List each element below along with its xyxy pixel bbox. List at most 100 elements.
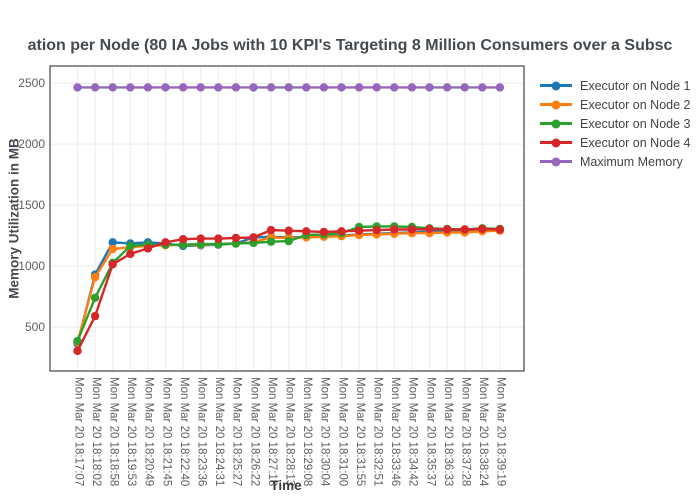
data-point[interactable] — [249, 83, 258, 92]
legend-dot-icon — [551, 138, 561, 147]
data-point[interactable] — [73, 83, 82, 92]
legend-item-2[interactable]: Executor on Node 2 — [540, 95, 691, 114]
legend-item-3[interactable]: Executor on Node 3 — [540, 114, 691, 133]
x-tick-label: Mon Mar 20 18:31:00 — [336, 377, 349, 487]
x-axis-title: Time — [270, 478, 302, 493]
legend-label: Maximum Memory — [580, 154, 683, 169]
data-point[interactable] — [214, 83, 223, 92]
data-point[interactable] — [284, 236, 293, 246]
y-tick-label: 1500 — [18, 198, 45, 213]
legend-dot-icon — [551, 157, 561, 166]
x-tick-label: Mon Mar 20 18:36:33 — [441, 377, 454, 487]
x-tick-label: Mon Mar 20 18:17:07 — [72, 377, 85, 487]
legend-dot-icon — [551, 100, 561, 109]
data-point[interactable] — [108, 83, 117, 92]
data-point[interactable] — [161, 83, 170, 92]
legend-line-marker-icon — [540, 157, 572, 166]
data-point[interactable] — [354, 83, 364, 92]
data-point[interactable] — [196, 234, 205, 243]
data-point[interactable] — [460, 225, 469, 234]
x-tick-label: Mon Mar 20 18:27:18 — [265, 377, 278, 487]
data-point[interactable] — [90, 83, 100, 92]
data-point[interactable] — [372, 83, 381, 92]
x-tick-label: Mon Mar 20 18:24:31 — [213, 377, 226, 487]
data-point[interactable] — [73, 346, 82, 356]
data-point[interactable] — [90, 293, 100, 302]
data-point[interactable] — [495, 83, 505, 92]
data-point[interactable] — [143, 244, 153, 253]
x-tick-label: Mon Mar 20 18:32:51 — [371, 377, 384, 487]
data-point[interactable] — [249, 233, 258, 242]
legend-line-marker-icon — [540, 138, 572, 147]
x-tick-label: Mon Mar 20 18:23:36 — [195, 377, 208, 487]
data-point[interactable] — [302, 227, 311, 236]
x-tick-label: Mon Mar 20 18:18:58 — [107, 377, 120, 487]
data-point[interactable] — [354, 226, 364, 235]
data-point[interactable] — [143, 83, 153, 92]
data-point[interactable] — [478, 224, 487, 234]
data-point[interactable] — [108, 238, 117, 247]
data-point[interactable] — [390, 83, 399, 92]
data-point[interactable] — [460, 83, 469, 92]
x-tick-label: Mon Mar 20 18:28:13 — [283, 377, 296, 487]
data-point[interactable] — [495, 225, 505, 234]
legend-label: Executor on Node 2 — [580, 97, 691, 112]
data-point[interactable] — [196, 83, 205, 92]
data-point[interactable] — [90, 311, 100, 321]
y-tick-label: 500 — [24, 320, 45, 335]
data-point[interactable] — [442, 225, 452, 234]
data-point[interactable] — [161, 238, 170, 247]
data-point[interactable] — [319, 83, 329, 92]
legend-label: Executor on Node 4 — [580, 135, 691, 150]
legend-line-marker-icon — [540, 119, 572, 128]
data-point[interactable] — [126, 83, 135, 92]
legend: Executor on Node 1 Executor on Node 2 Exec… — [540, 76, 691, 171]
x-tick-label: Mon Mar 20 18:20:49 — [142, 377, 155, 487]
legend-item-1[interactable]: Executor on Node 1 — [540, 76, 691, 95]
data-point[interactable] — [337, 83, 346, 92]
data-point[interactable] — [302, 83, 311, 92]
data-point[interactable] — [407, 83, 417, 92]
data-point[interactable] — [442, 83, 452, 92]
y-tick-label: 2500 — [18, 76, 45, 91]
data-point[interactable] — [266, 83, 276, 92]
data-point[interactable] — [108, 244, 117, 254]
data-point[interactable] — [425, 83, 434, 92]
x-tick-label: Mon Mar 20 18:33:46 — [389, 377, 402, 487]
data-point[interactable] — [266, 225, 276, 235]
data-point[interactable] — [337, 227, 346, 236]
data-point[interactable] — [231, 83, 241, 92]
data-point[interactable] — [178, 83, 188, 92]
legend-item-4[interactable]: Executor on Node 4 — [540, 133, 691, 152]
legend-label: Executor on Node 3 — [580, 116, 691, 131]
legend-line-marker-icon — [540, 100, 572, 109]
data-point[interactable] — [478, 83, 487, 92]
x-tick-label: Mon Mar 20 18:30:04 — [318, 377, 331, 487]
data-point[interactable] — [214, 234, 223, 243]
data-point[interactable] — [266, 237, 276, 246]
data-point[interactable] — [425, 224, 434, 234]
data-point[interactable] — [284, 226, 293, 235]
data-point[interactable] — [73, 336, 82, 346]
x-tick-label: Mon Mar 20 18:29:08 — [301, 377, 314, 487]
data-point[interactable] — [126, 241, 135, 251]
data-point[interactable] — [126, 249, 135, 259]
x-tick-label: Mon Mar 20 18:26:22 — [248, 377, 261, 487]
x-tick-label: Mon Mar 20 18:35:37 — [424, 377, 437, 487]
legend-dot-icon — [551, 119, 561, 128]
data-point[interactable] — [178, 235, 188, 244]
x-tick-label: Mon Mar 20 18:39:19 — [494, 377, 507, 487]
data-point[interactable] — [231, 233, 241, 243]
data-point[interactable] — [284, 83, 293, 92]
data-point[interactable] — [319, 227, 329, 237]
data-point[interactable] — [372, 225, 381, 235]
legend-item-5[interactable]: Maximum Memory — [540, 152, 691, 171]
x-tick-label: Mon Mar 20 18:19:53 — [125, 377, 138, 487]
data-point[interactable] — [108, 260, 117, 269]
data-point[interactable] — [407, 225, 417, 234]
data-point[interactable] — [90, 272, 100, 282]
data-point[interactable] — [390, 225, 399, 234]
x-tick-label: Mon Mar 20 18:34:42 — [406, 377, 419, 487]
